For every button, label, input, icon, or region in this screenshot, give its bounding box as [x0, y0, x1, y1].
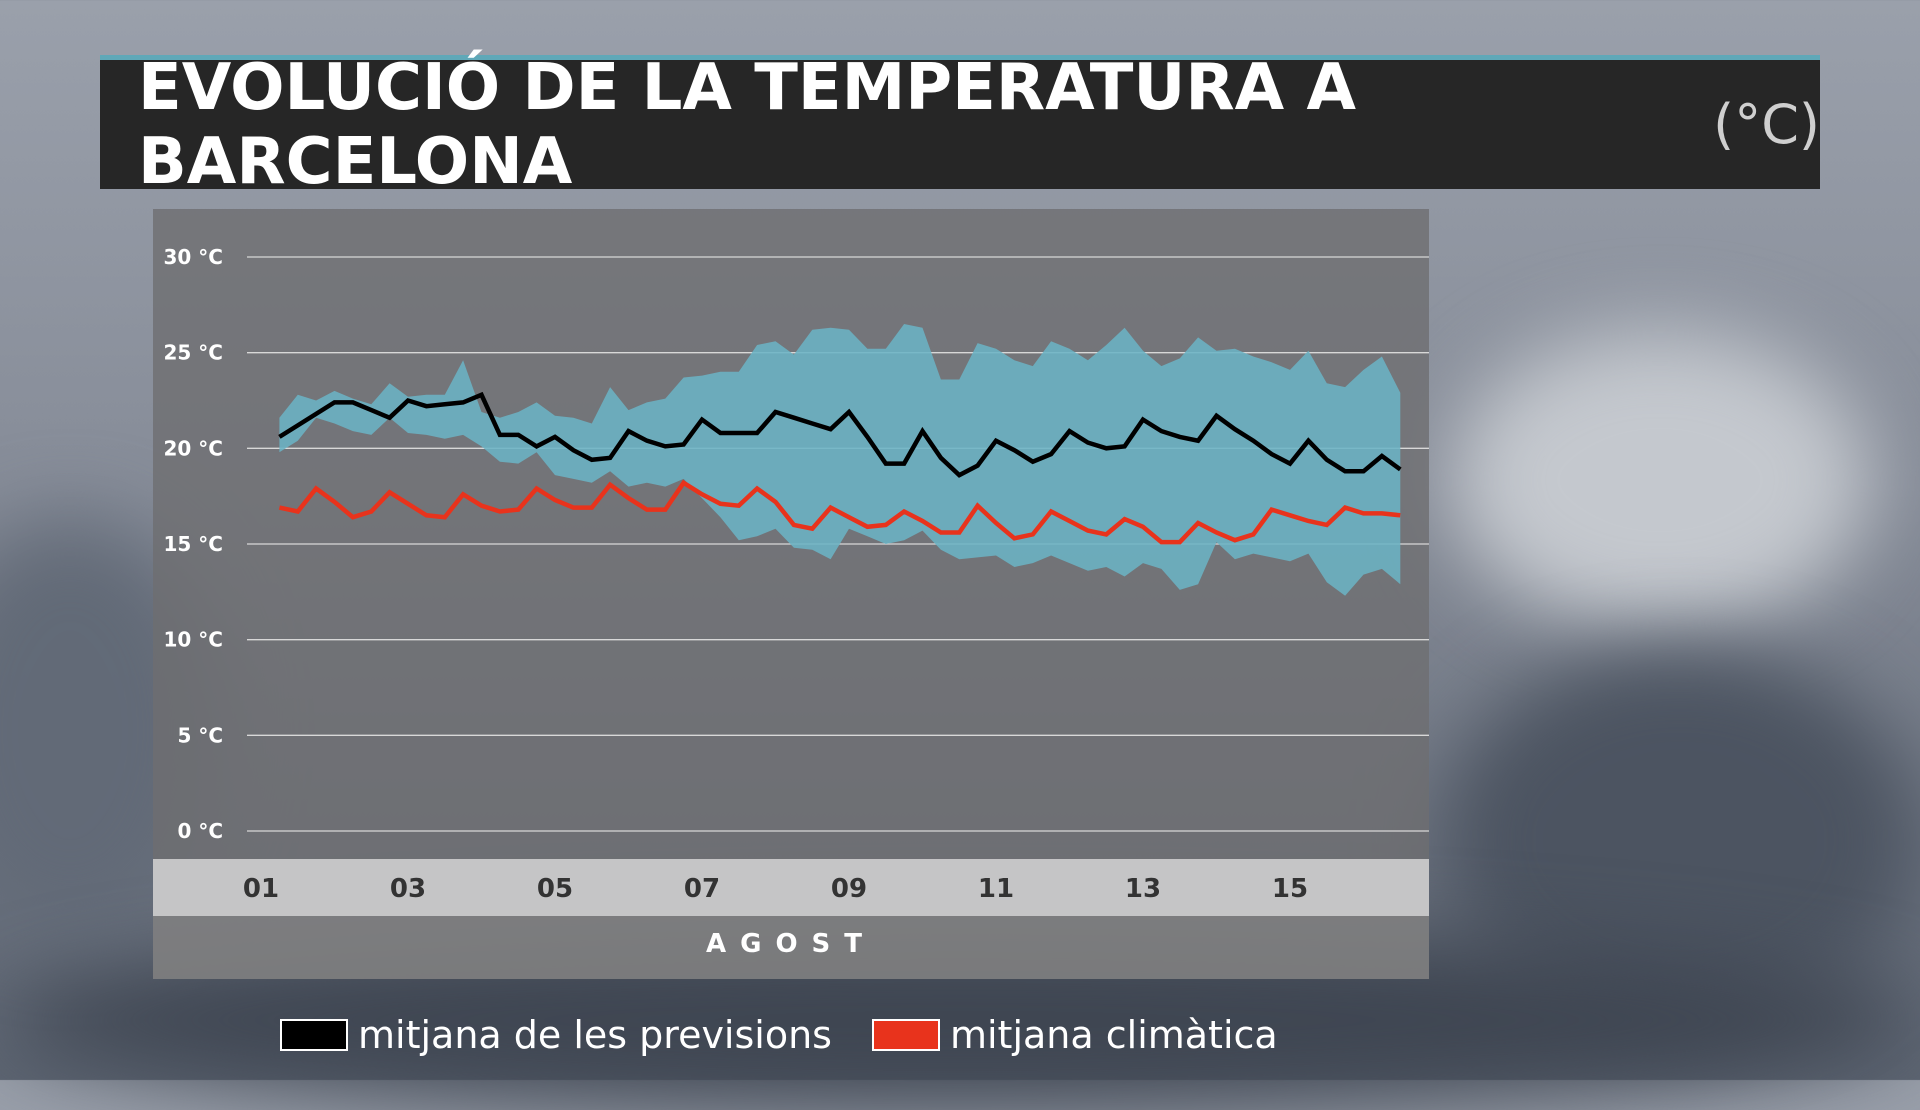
y-tick-labels: 0 °C 5 °C 10 °C 15 °C 20 °C 25 °C 30 °C — [164, 245, 223, 843]
x-tick-label: 05 — [537, 874, 573, 904]
forecast-range-band — [279, 324, 1401, 596]
chart-panel: 0 °C 5 °C 10 °C 15 °C 20 °C 25 °C 30 °C 01 03 05… — [153, 209, 1429, 979]
y-tick-label: 0 °C — [177, 819, 223, 843]
background-blur-1 — [1450, 330, 1870, 630]
lines-layer — [278, 391, 1402, 545]
x-tick-label: 15 — [1272, 874, 1308, 904]
forecast-mean-line — [278, 391, 1402, 478]
x-tick-label: 01 — [243, 874, 279, 904]
y-tick-label: 15 °C — [164, 532, 223, 556]
legend-swatch-forecast — [280, 1019, 348, 1051]
y-tick-label: 10 °C — [164, 628, 223, 652]
legend-label-climate: mitjana climàtica — [949, 1013, 1278, 1057]
month-band — [153, 916, 1429, 979]
x-axis-label: AGOST — [705, 929, 877, 959]
legend-item-climate: mitjana climàtica — [871, 1013, 1278, 1057]
legend-swatch-climate — [871, 1019, 940, 1051]
x-tick-label: 03 — [390, 874, 426, 904]
legend: mitjana de les previsions mitjana climàt… — [280, 1010, 1318, 1060]
x-tick-label: 13 — [1125, 874, 1161, 904]
title-bar: EVOLUCIÓ DE LA TEMPERATURA A BARCELONA (… — [100, 51, 1820, 199]
legend-label-forecast: mitjana de les previsions — [358, 1013, 832, 1057]
x-tick-label: 07 — [684, 874, 720, 904]
band-layer — [279, 324, 1401, 596]
y-tick-label: 20 °C — [164, 436, 223, 460]
legend-item-forecast: mitjana de les previsions — [280, 1013, 832, 1057]
x-tick-label: 11 — [978, 874, 1014, 904]
climate-mean-line — [278, 479, 1401, 545]
y-tick-label: 5 °C — [177, 723, 223, 747]
y-tick-label: 25 °C — [164, 341, 223, 365]
x-axis-band — [153, 859, 1429, 916]
chart-title: EVOLUCIÓ DE LA TEMPERATURA A BARCELONA — [138, 50, 1356, 199]
y-tick-label: 30 °C — [164, 245, 223, 269]
chart-svg: 0 °C 5 °C 10 °C 15 °C 20 °C 25 °C 30 °C 01 03 05… — [153, 245, 1429, 979]
x-tick-labels: 01 03 05 07 09 11 13 15 — [243, 874, 1308, 904]
x-tick-label: 09 — [831, 874, 867, 904]
title-unit: (°C) — [1713, 93, 1820, 156]
